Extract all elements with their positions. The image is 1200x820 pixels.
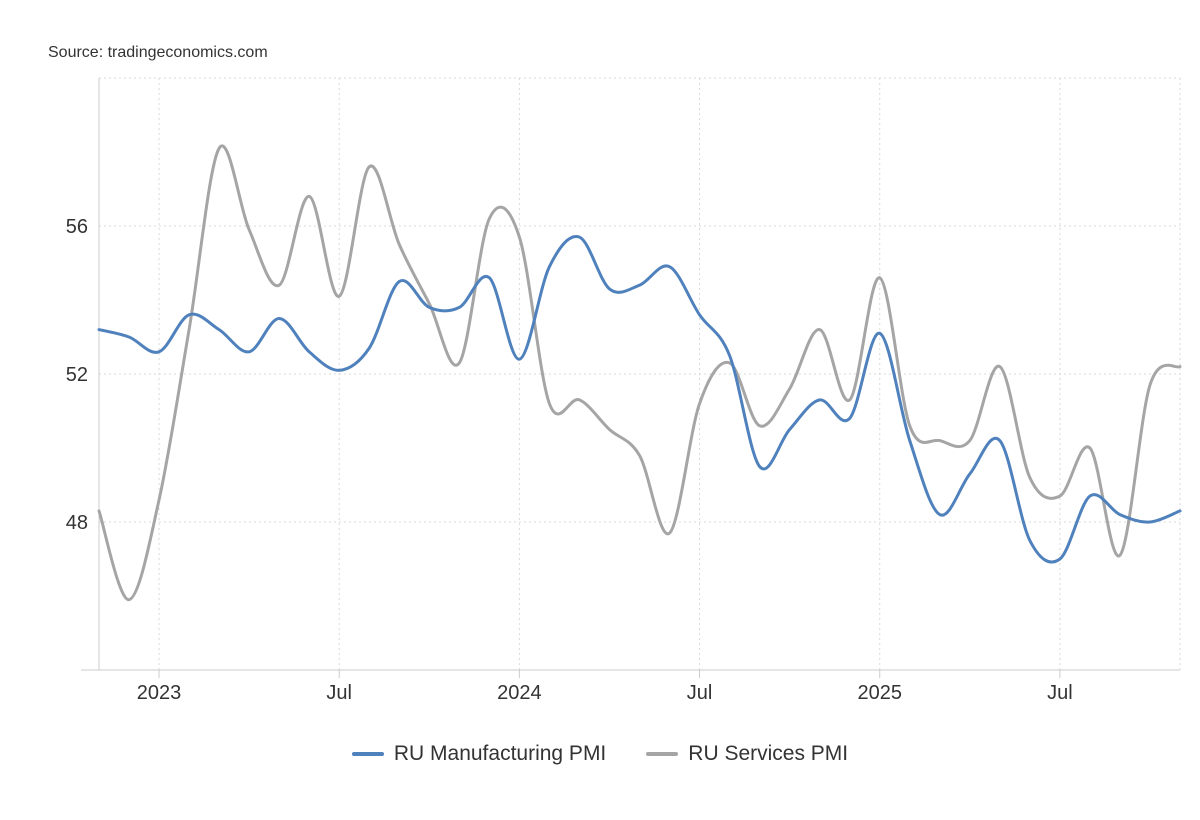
x-tick-label: 2023 bbox=[137, 682, 182, 704]
legend-swatch-manufacturing bbox=[351, 752, 384, 756]
tick-labels: 48 52 56 2023 Jul 2024 Jul 2025 Jul bbox=[66, 216, 1073, 704]
x-tick-label: Jul bbox=[1047, 682, 1073, 704]
legend-swatch-services bbox=[646, 752, 679, 756]
series-line-manufacturing-pmi bbox=[97, 234, 1182, 564]
legend: RU Manufacturing PMI RU Services PMI bbox=[0, 742, 1200, 766]
legend-label: RU Manufacturing PMI bbox=[393, 742, 607, 765]
series-lines bbox=[97, 144, 1182, 602]
axes bbox=[81, 78, 1180, 678]
x-tick-label: Jul bbox=[326, 682, 352, 704]
legend-item-services[interactable]: RU Services PMI bbox=[646, 742, 848, 766]
x-tick-label: 2025 bbox=[857, 682, 902, 704]
legend-item-manufacturing[interactable]: RU Manufacturing PMI bbox=[351, 742, 607, 766]
grid bbox=[99, 77, 1181, 670]
y-tick-label: 56 bbox=[66, 216, 88, 238]
y-tick-label: 48 bbox=[66, 512, 88, 534]
source-label: Source: tradingeconomics.com bbox=[48, 44, 268, 61]
legend-label: RU Services PMI bbox=[688, 742, 849, 765]
y-tick-label: 52 bbox=[66, 364, 88, 386]
series-line-services-pmi bbox=[97, 144, 1182, 602]
x-tick-label: Jul bbox=[687, 682, 713, 704]
x-tick-label: 2024 bbox=[497, 682, 542, 704]
